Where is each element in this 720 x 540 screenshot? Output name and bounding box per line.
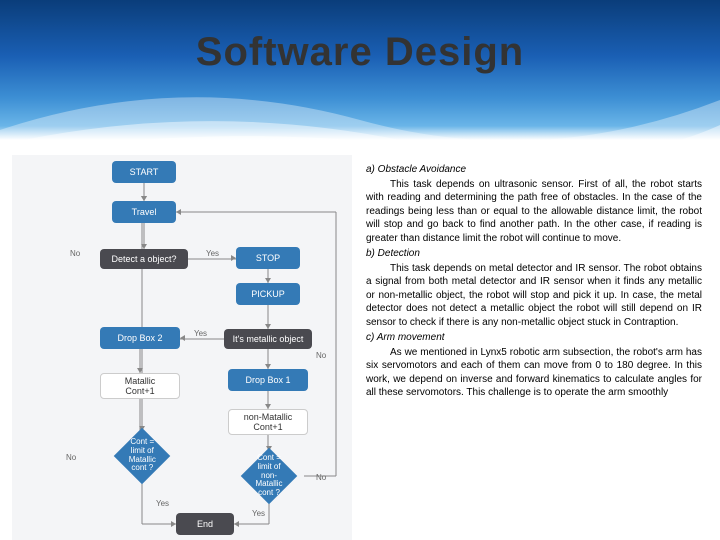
section-b-body: This task depends on metal detector and …	[366, 262, 702, 330]
flowchart-node-drop1: Drop Box 1	[228, 369, 308, 391]
section-b-head: b) Detection	[366, 247, 702, 261]
flowchart-node-end: End	[176, 513, 234, 535]
flowchart-node-stop: STOP	[236, 247, 300, 269]
flowchart-edge-label: No	[316, 351, 326, 360]
flowchart-node-q2: Cont = limit of non-Matallic cont ?	[234, 451, 304, 501]
section-c: c) Arm movement As we mentioned in Lynx5…	[366, 331, 702, 400]
flowchart-node-drop2: Drop Box 2	[100, 327, 180, 349]
section-a-head: a) Obstacle Avoidance	[366, 163, 702, 177]
slide-title: Software Design	[0, 30, 720, 75]
flowchart-node-metallic: It's metallic object	[224, 329, 312, 349]
flowchart-edge-label: Yes	[194, 329, 207, 338]
flowchart-node-travel: Travel	[112, 201, 176, 223]
content-area: START Travel Detect a object? STOP PICKUP It'…	[0, 155, 720, 540]
flowchart-edge-label: Yes	[156, 499, 169, 508]
flowchart-edge-label: Yes	[206, 249, 219, 258]
flowchart-node-detect: Detect a object?	[100, 249, 188, 269]
section-b: b) Detection This task depends on metal …	[366, 247, 702, 329]
section-a: a) Obstacle Avoidance This task depends …	[366, 163, 702, 245]
flowchart-node-start: START	[112, 161, 176, 183]
text-column: a) Obstacle Avoidance This task depends …	[352, 155, 720, 540]
flowchart-node-nmcont: non-Matallic Cont+1	[228, 409, 308, 435]
flowchart-node-q1: Cont = limit of Matallic cont ?	[107, 431, 177, 481]
flowchart-node-pickup: PICKUP	[236, 283, 300, 305]
flowchart-edge-label: No	[66, 453, 76, 462]
slide: Software Design START Travel Detect a obje…	[0, 0, 720, 540]
flowchart-edge-label: No	[70, 249, 80, 258]
flowchart-edge-label: Yes	[252, 509, 265, 518]
flowchart-node-mcont: Matallic Cont+1	[100, 373, 180, 399]
section-a-body: This task depends on ultrasonic sensor. …	[366, 178, 702, 246]
section-c-head: c) Arm movement	[366, 331, 702, 345]
flowchart-edge-label: No	[316, 473, 326, 482]
section-c-body: As we mentioned in Lynx5 robotic arm sub…	[366, 346, 702, 400]
flowchart: START Travel Detect a object? STOP PICKUP It'…	[12, 155, 352, 540]
